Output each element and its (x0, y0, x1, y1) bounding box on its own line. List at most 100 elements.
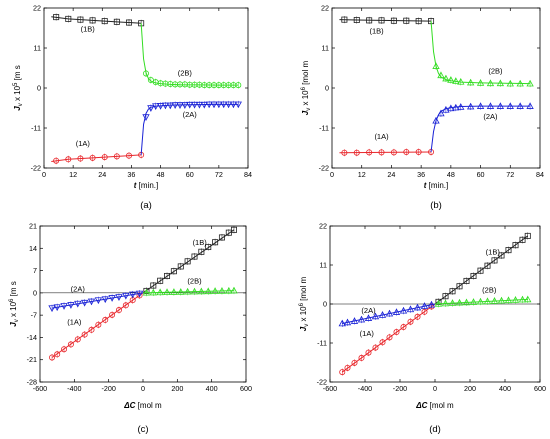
data-point-2B (497, 296, 506, 304)
data-point-1A (414, 313, 421, 320)
data-point-2A (413, 303, 422, 311)
series-2A (430, 102, 534, 153)
x-tick-label: 0 (141, 384, 145, 393)
panel-c-chart: -600 -400 -200 0 200 400 600 -28 -21 -14 -7 0 7 14 21 (… (9, 222, 252, 436)
data-point-2B (225, 286, 233, 294)
data-point-1B (198, 248, 205, 255)
y-tick-label: 11 (320, 261, 327, 270)
data-point-2A (210, 101, 218, 109)
data-point-2B (483, 297, 492, 305)
x-tick-label: 24 (98, 170, 106, 179)
series-annotation: (2B) (187, 276, 202, 285)
series-1A (49, 291, 144, 361)
fit-line-2A (342, 303, 436, 324)
x-tick-label: 400 (499, 384, 511, 393)
data-point-1B (512, 242, 519, 249)
data-point-1A (372, 344, 379, 351)
data-point-1A (379, 339, 386, 346)
y-tick-label: 0 (323, 300, 327, 309)
y-tick-label: -22 (31, 164, 41, 173)
data-point-1A (403, 148, 410, 155)
x-tick-label: 60 (186, 170, 194, 179)
data-point-2A (215, 101, 223, 109)
data-point-1A (339, 369, 346, 376)
data-point-1B (491, 257, 498, 264)
data-point-2A (186, 101, 194, 109)
data-point-2A (350, 317, 359, 324)
y-axis-title: Jv x 105 [m s (13, 65, 24, 110)
series-annotation: (1A) (67, 318, 82, 327)
data-point-2A (200, 101, 208, 109)
data-point-1B (177, 263, 184, 270)
data-point-1B (150, 282, 157, 289)
x-tick-label: -600 (323, 384, 337, 393)
data-point-2A (406, 305, 415, 313)
data-point-1A (400, 324, 407, 331)
panel-label: (a) (140, 200, 152, 211)
fit-line-1B (142, 229, 235, 294)
data-point-2B (526, 79, 534, 87)
x-axis-title: ΔC [mol m (123, 401, 162, 410)
series-2B (140, 23, 242, 89)
series-2A (140, 100, 242, 155)
y-tick-label: 0 (325, 84, 329, 93)
data-point-2B (442, 74, 450, 82)
data-point-1A (54, 351, 61, 358)
data-point-2B (466, 78, 475, 86)
data-point-2B (476, 297, 485, 305)
data-point-2A (176, 102, 184, 109)
data-point-2A (496, 102, 505, 109)
data-point-2A (343, 318, 352, 326)
data-point-2B (511, 296, 520, 303)
series-annotation: (2A) (71, 284, 86, 293)
data-point-2A (94, 297, 103, 305)
data-point-2B (496, 79, 505, 87)
data-point-2B (476, 79, 485, 86)
data-point-1A (67, 341, 74, 348)
fit-line-1A (51, 292, 144, 358)
panel-d-chart: -600 -400 -200 0 200 400 600 -22 -11 0 11 22 (1B) (2B… (299, 222, 546, 436)
data-point-1A (386, 334, 393, 341)
data-point-1B (170, 268, 177, 275)
data-point-2B (448, 299, 457, 306)
series-annotation: (2B) (488, 66, 503, 75)
data-point-2B (235, 82, 242, 89)
data-point-2B (149, 288, 157, 296)
series-2B (434, 295, 532, 308)
data-point-2A (364, 314, 373, 321)
data-point-2A (427, 300, 436, 308)
data-point-1A (109, 311, 116, 318)
data-point-1A (102, 316, 109, 323)
data-point-1A (353, 149, 360, 156)
data-point-2A (142, 114, 150, 121)
data-point-2B (142, 70, 149, 77)
x-tick-label: 72 (506, 170, 514, 179)
data-point-1A (407, 318, 414, 325)
data-point-1A (81, 331, 88, 338)
data-point-2A (442, 105, 450, 113)
data-point-2A (122, 292, 130, 300)
series-annotation: (1B) (369, 26, 384, 35)
panel-b-chart: 0 12 24 36 48 60 72 84 -22 -11 0 11 22 (1B) (2B) (1A) (2… (301, 4, 544, 212)
y-tick-label: 14 (29, 244, 37, 253)
series-annotation: (2A) (483, 112, 498, 121)
data-point-2A (234, 101, 242, 109)
y-tick-label: 0 (37, 84, 41, 93)
x-axis-title: t [min.] (424, 181, 448, 190)
data-point-2B (524, 295, 532, 303)
x-tick-label: 12 (69, 170, 77, 179)
fit-line-2B (430, 21, 531, 85)
y-tick-label: 7 (33, 266, 37, 275)
x-tick-label: -600 (33, 384, 47, 393)
data-point-1A (95, 321, 102, 328)
x-tick-label: 12 (358, 170, 366, 179)
data-point-2B (197, 287, 206, 295)
x-tick-label: -400 (67, 384, 81, 393)
data-point-2B (490, 297, 499, 304)
data-point-2A (195, 101, 204, 109)
x-tick-label: 36 (127, 170, 135, 179)
data-point-2B (469, 298, 478, 305)
data-point-1B (477, 267, 484, 274)
data-point-1A (101, 154, 108, 161)
